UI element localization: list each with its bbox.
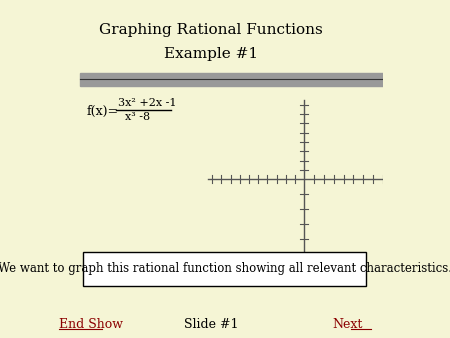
Text: 3x² +2x -1: 3x² +2x -1 [118, 98, 176, 108]
FancyBboxPatch shape [84, 252, 366, 286]
Text: End Show: End Show [59, 318, 123, 331]
Text: Graphing Rational Functions: Graphing Rational Functions [99, 23, 323, 38]
Text: Example #1: Example #1 [164, 47, 258, 61]
Text: x³ -8: x³ -8 [125, 112, 150, 122]
Text: f(x)=: f(x)= [87, 105, 119, 118]
Bar [80, 73, 383, 86]
Text: We want to graph this rational function showing all relevant characteristics.: We want to graph this rational function … [0, 262, 450, 275]
Text: Slide #1: Slide #1 [184, 318, 239, 331]
Text: Next: Next [333, 318, 363, 331]
